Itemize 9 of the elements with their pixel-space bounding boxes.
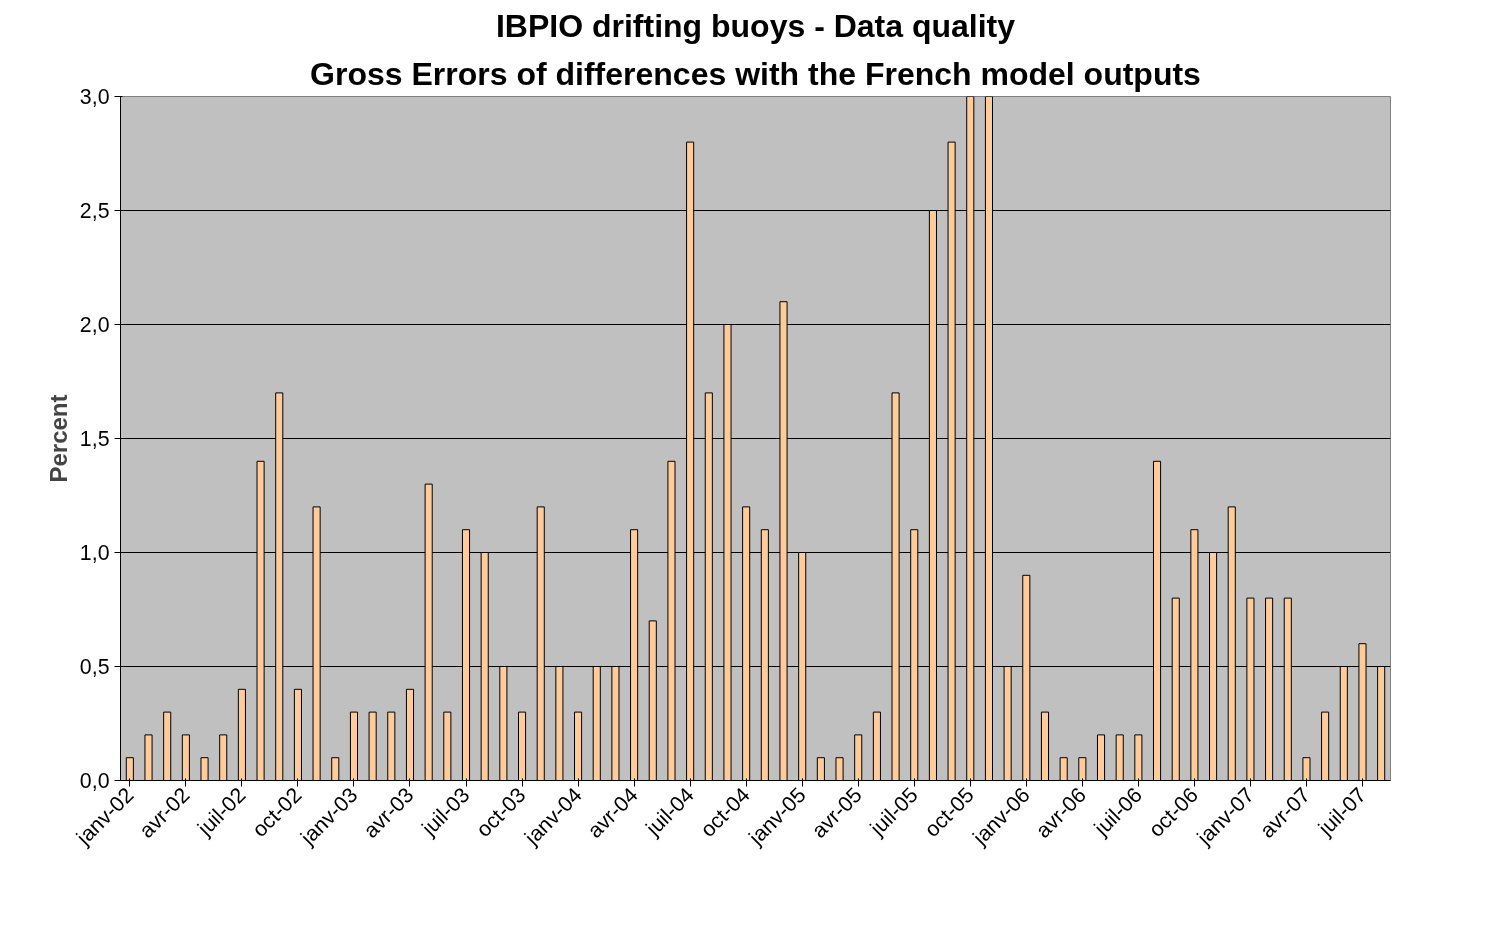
chart-subtitle: Gross Errors of differences with the French model outputs [310,55,1201,92]
y-tick-label: 1,0 [79,541,110,565]
chart-title: IBPIO drifting buoys - Data quality [495,7,1016,44]
y-tick-label: 2,5 [79,199,110,223]
y-tick-label: 0,5 [79,655,110,679]
y-tick-label: 2,0 [79,313,110,337]
y-tick-label: 3,0 [79,85,110,109]
y-axis-title: Percent [44,394,72,483]
y-tick-label: 1,5 [79,427,110,451]
